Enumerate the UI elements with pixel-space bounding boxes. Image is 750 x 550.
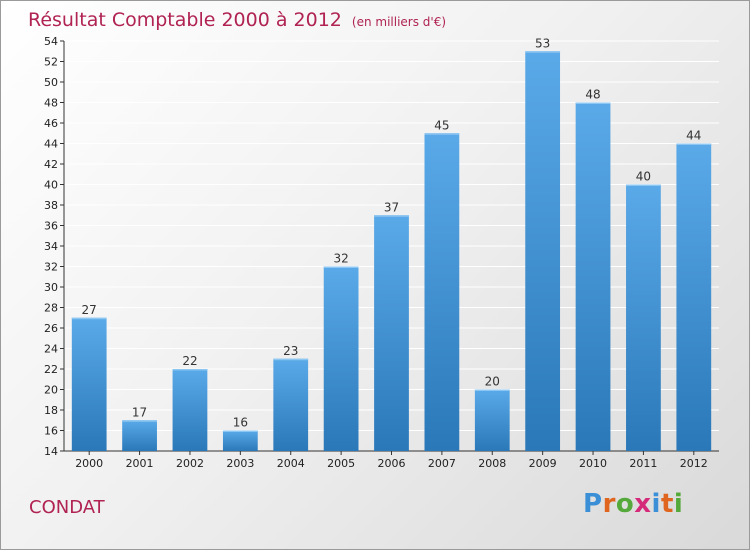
y-tick-label: 48 bbox=[44, 97, 58, 110]
y-tick-label: 14 bbox=[44, 445, 58, 458]
bar-2005 bbox=[323, 266, 359, 451]
bar-top-highlight bbox=[474, 389, 510, 391]
logo-letter: r bbox=[602, 489, 616, 519]
bars bbox=[71, 51, 712, 451]
y-tick-label: 50 bbox=[44, 76, 58, 89]
data-label: 44 bbox=[686, 129, 701, 143]
y-tick-label: 44 bbox=[44, 138, 58, 151]
x-tick-label: 2005 bbox=[327, 457, 355, 470]
data-label: 53 bbox=[535, 36, 550, 50]
y-tick-label: 38 bbox=[44, 199, 58, 212]
x-tick-label: 2007 bbox=[428, 457, 456, 470]
x-tick-label: 2003 bbox=[226, 457, 254, 470]
y-tick-label: 54 bbox=[44, 35, 58, 48]
x-tick-label: 2004 bbox=[277, 457, 305, 470]
y-tick-label: 42 bbox=[44, 158, 58, 171]
chart-subtitle: (en milliers d'€) bbox=[351, 15, 447, 29]
bar-top-highlight bbox=[222, 430, 258, 432]
y-tick-label: 52 bbox=[44, 56, 58, 69]
x-tick-label: 2006 bbox=[378, 457, 406, 470]
data-label: 45 bbox=[434, 118, 449, 132]
logo-letter: i bbox=[673, 489, 684, 519]
y-tick-label: 30 bbox=[44, 281, 58, 294]
logo-letter: x bbox=[634, 489, 652, 519]
bar-top-highlight bbox=[676, 143, 712, 145]
data-label: 37 bbox=[384, 200, 399, 214]
bar-2012 bbox=[676, 143, 712, 451]
data-label: 40 bbox=[636, 170, 651, 184]
logo-letter: t bbox=[660, 489, 674, 519]
bar-top-highlight bbox=[172, 369, 208, 371]
y-tick-label: 26 bbox=[44, 322, 58, 335]
bar-top-highlight bbox=[575, 102, 611, 104]
bar-2009 bbox=[525, 51, 561, 451]
chart-title-text: Résultat Comptable 2000 à 2012 bbox=[28, 9, 342, 31]
y-tick-label: 40 bbox=[44, 179, 58, 192]
commune-name: CONDAT bbox=[29, 497, 105, 518]
data-label: 20 bbox=[485, 375, 500, 389]
data-label: 22 bbox=[182, 354, 197, 368]
bar-top-highlight bbox=[424, 133, 460, 135]
bar-2007 bbox=[424, 133, 460, 451]
y-tick-label: 36 bbox=[44, 220, 58, 233]
bar-2010 bbox=[575, 102, 611, 451]
y-tick-label: 32 bbox=[44, 261, 58, 274]
bar-top-highlight bbox=[122, 420, 157, 422]
x-tick-label: 2000 bbox=[75, 457, 103, 470]
x-tick-label: 2009 bbox=[529, 457, 557, 470]
bar-2000 bbox=[71, 317, 107, 451]
y-tick-label: 28 bbox=[44, 302, 58, 315]
chart-title: Résultat Comptable 2000 à 2012 (en millie… bbox=[28, 9, 446, 31]
data-label: 27 bbox=[82, 303, 97, 317]
logo-letter: o bbox=[615, 489, 635, 519]
y-tick-label: 16 bbox=[44, 425, 58, 438]
bar-2004 bbox=[273, 358, 309, 451]
bar-top-highlight bbox=[374, 215, 409, 217]
bar-2003 bbox=[222, 430, 258, 451]
bar-top-highlight bbox=[323, 266, 359, 268]
labels: 14 16 18 20 22 24 26 28 30 32 34 36 38 40 42 44 46 48 50 52… bbox=[44, 35, 708, 470]
logo-letter: P bbox=[583, 489, 603, 519]
y-tick-label: 22 bbox=[44, 363, 58, 376]
x-tick-label: 2012 bbox=[680, 457, 708, 470]
x-tick-label: 2008 bbox=[478, 457, 506, 470]
bar-2008 bbox=[474, 389, 510, 451]
data-label: 17 bbox=[132, 405, 147, 419]
bar-top-highlight bbox=[525, 51, 561, 53]
y-tick-label: 20 bbox=[44, 384, 58, 397]
bar-2011 bbox=[626, 184, 661, 451]
x-tick-label: 2010 bbox=[579, 457, 607, 470]
y-tick-label: 18 bbox=[44, 404, 58, 417]
x-tick-label: 2002 bbox=[176, 457, 204, 470]
bar-2006 bbox=[374, 215, 409, 451]
proxiti-logo: Proxiti bbox=[583, 489, 683, 519]
y-tick-label: 24 bbox=[44, 343, 58, 356]
bar-top-highlight bbox=[626, 184, 661, 186]
y-tick-label: 46 bbox=[44, 117, 58, 130]
data-label: 23 bbox=[283, 344, 298, 358]
bar-2001 bbox=[122, 420, 157, 451]
x-tick-label: 2001 bbox=[126, 457, 154, 470]
x-tick-label: 2011 bbox=[629, 457, 657, 470]
y-tick-label: 34 bbox=[44, 240, 58, 253]
bar-top-highlight bbox=[273, 358, 309, 361]
logo-letter: i bbox=[651, 489, 661, 519]
bar-top-highlight bbox=[71, 317, 107, 320]
data-label: 48 bbox=[585, 88, 600, 102]
bar-2002 bbox=[172, 369, 208, 451]
data-label: 32 bbox=[333, 252, 348, 266]
data-label: 16 bbox=[233, 416, 248, 430]
